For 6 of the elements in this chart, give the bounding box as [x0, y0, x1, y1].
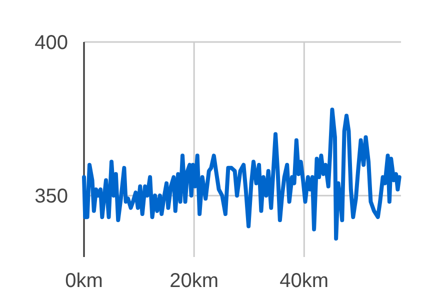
- y-tick-label: 400: [34, 32, 68, 54]
- y-tick-label: 350: [34, 186, 68, 208]
- line-series: [82, 108, 402, 241]
- x-tick-label: 0km: [65, 270, 103, 292]
- x-tick-label: 20km: [170, 270, 219, 292]
- x-tick-label: 40km: [280, 270, 329, 292]
